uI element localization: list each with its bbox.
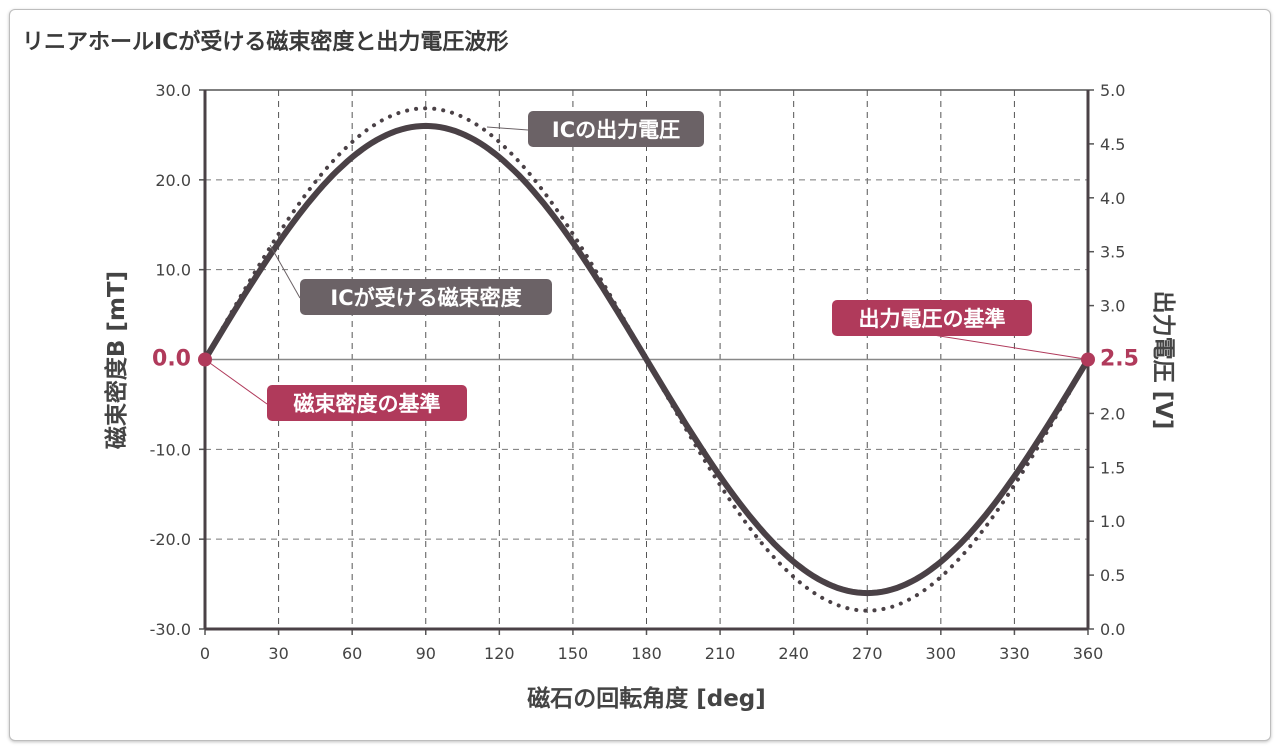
y-axis-title: 磁束密度B [mT] xyxy=(103,271,130,449)
label-output-voltage-leader xyxy=(486,126,529,131)
x-tick-label: 300 xyxy=(926,644,957,663)
x-tick-label: 120 xyxy=(484,644,515,663)
label-output-voltage-box xyxy=(528,111,704,147)
chart-title: リニアホールICが受ける磁束密度と出力電圧波形 xyxy=(22,30,509,55)
y2-tick-label: 1.0 xyxy=(1100,512,1125,531)
y-tick-label: 30.0 xyxy=(155,81,191,100)
x-tick-label: 180 xyxy=(631,644,662,663)
y2-tick-label: 0.5 xyxy=(1100,566,1125,585)
x-tick-label: 240 xyxy=(778,644,809,663)
label-flux-density-box xyxy=(300,279,552,315)
x-axis-title: 磁石の回転角度 [deg] xyxy=(527,685,766,712)
y2-tick-label: 0.0 xyxy=(1100,620,1125,639)
x-tick-label: 270 xyxy=(852,644,883,663)
x-tick-label: 90 xyxy=(416,644,436,663)
y2-tick-label: 4.0 xyxy=(1100,189,1125,208)
y-tick-label: 20.0 xyxy=(155,171,191,190)
y2-tick-label: 4.5 xyxy=(1100,135,1125,154)
y2-tick-label: 3.5 xyxy=(1100,243,1125,262)
output-voltage-line xyxy=(203,106,1090,613)
label-flux-reference: 磁束密度の基準 xyxy=(294,392,441,416)
x-tick-label: 60 xyxy=(342,644,362,663)
label-flux-reference-box xyxy=(267,385,467,421)
y2-tick-label: 5.0 xyxy=(1100,81,1125,100)
y2-axis-title: 出力電圧 [V] xyxy=(1150,291,1176,430)
y2-tick-label: 1.5 xyxy=(1100,458,1125,477)
label-flux-density-leader xyxy=(269,244,301,299)
y2-tick-label: 2.5 xyxy=(1100,347,1139,372)
label-voltage-reference-box xyxy=(832,300,1032,336)
y2-tick-label: 2.0 xyxy=(1100,404,1125,423)
x-tick-label: 360 xyxy=(1073,644,1104,663)
y2-tick-label: 3.0 xyxy=(1100,297,1125,316)
y-tick-label: -10.0 xyxy=(150,440,191,459)
x-tick-label: 210 xyxy=(705,644,736,663)
label-voltage-reference: 出力電圧の基準 xyxy=(859,307,1006,331)
label-flux-reference-leader xyxy=(204,359,268,405)
label-flux-density: ICが受ける磁束密度 xyxy=(330,286,521,310)
x-tick-label: 0 xyxy=(200,644,210,663)
y-tick-label: -20.0 xyxy=(150,530,191,549)
label-output-voltage: ICの出力電圧 xyxy=(552,118,680,142)
x-tick-label: 150 xyxy=(558,644,589,663)
x-tick-label: 30 xyxy=(268,644,288,663)
y-tick-label: -30.0 xyxy=(150,620,191,639)
y-tick-label: 0.0 xyxy=(152,347,191,372)
y-tick-label: 10.0 xyxy=(155,261,191,280)
x-tick-label: 330 xyxy=(999,644,1030,663)
